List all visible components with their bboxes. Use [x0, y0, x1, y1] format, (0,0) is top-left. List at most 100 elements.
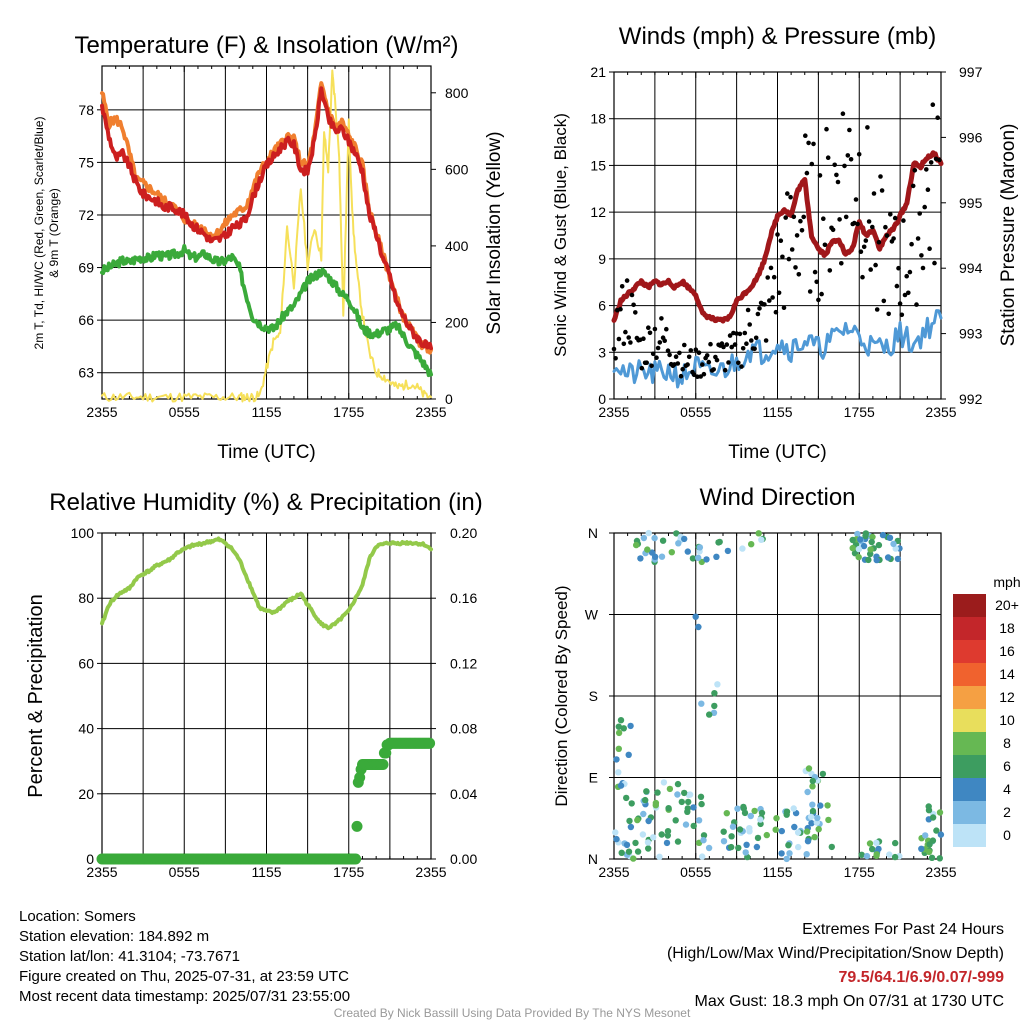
wind-direction-point — [805, 765, 813, 772]
gust-point — [927, 246, 932, 251]
gust-point — [737, 331, 743, 337]
gust-point — [708, 341, 713, 347]
gust-point — [736, 360, 741, 366]
wind-direction-point — [620, 725, 627, 732]
wind-direction-point — [682, 821, 690, 828]
wind-direction-point — [615, 729, 623, 737]
pressure-ytick-label: 995 — [959, 195, 983, 211]
wind-xtick-label: 2355 — [925, 404, 956, 420]
wind-direction-point — [804, 788, 811, 796]
wind-direction-point — [869, 533, 876, 541]
wind-direction-point — [623, 841, 631, 849]
gust-point — [616, 336, 622, 342]
wind-direction-point — [925, 848, 933, 855]
gust-point — [641, 336, 646, 342]
gust-point — [876, 239, 882, 245]
gust-point — [901, 218, 906, 223]
wind-direction-point — [824, 802, 831, 809]
gust-point — [860, 274, 865, 280]
gust-point — [646, 325, 651, 331]
gust-point — [729, 344, 734, 350]
temp-xtick-label: 2355 — [86, 404, 117, 420]
extremes-values: 79.5/64.1/6.9/0.07/-999 — [838, 969, 1004, 986]
wind-direction-point — [937, 831, 945, 838]
wind-direction-point — [860, 542, 868, 550]
wind-direction-point — [743, 841, 750, 848]
gust-point — [762, 302, 767, 307]
gust-point — [773, 309, 779, 315]
wind-direction-point — [728, 833, 735, 840]
gust-point — [768, 265, 774, 271]
gust-point — [811, 141, 816, 147]
gust-point — [930, 102, 936, 107]
gust-point — [924, 167, 929, 172]
pressure-ytick-label: 993 — [959, 326, 983, 342]
gust-point — [649, 363, 654, 369]
wind-direction-point — [698, 800, 705, 808]
gust-point — [798, 218, 803, 224]
wdir-ytick-label: N — [588, 851, 598, 867]
gust-point — [830, 227, 836, 233]
wind-direction-point — [706, 711, 713, 718]
colorbar-label: 10 — [999, 712, 1015, 728]
precip-ytick-label: 0.08 — [450, 721, 477, 737]
wind-direction-point — [668, 549, 675, 556]
gust-point — [675, 361, 681, 366]
wind-direction-point — [658, 831, 665, 838]
wind-direction-point — [867, 546, 874, 553]
wind-direction-point — [803, 828, 811, 835]
colorbar-swatch — [953, 755, 986, 778]
wind-direction-point — [803, 851, 810, 858]
wind-direction-point — [684, 808, 691, 815]
wind-xtick-label: 0555 — [680, 404, 711, 420]
wind-direction-point — [886, 534, 894, 541]
gust-point — [621, 341, 627, 347]
wind-direction-point — [666, 785, 674, 793]
wind-direction-point — [615, 723, 622, 730]
precip-point — [350, 853, 362, 865]
wind-direction-point — [697, 793, 705, 800]
gust-point — [786, 256, 792, 262]
wind-direction-point — [795, 843, 802, 851]
wind-direction-point — [817, 802, 824, 809]
gust-point — [753, 335, 759, 341]
gust-point — [803, 133, 808, 138]
gust-point — [906, 290, 911, 296]
gust-point — [644, 360, 649, 366]
wind-direction-point — [644, 839, 652, 846]
wind-direction-point — [627, 722, 634, 730]
wind-direction-point — [651, 553, 659, 560]
wind-direction-point — [674, 791, 681, 798]
gust-point — [868, 267, 873, 272]
wind-direction-point — [672, 817, 679, 824]
gust-point — [865, 125, 870, 130]
wind-direction-point — [751, 807, 758, 815]
gust-point — [673, 354, 679, 360]
gust-point — [789, 247, 795, 252]
gust-point — [791, 214, 797, 220]
wind-direction-point — [698, 700, 705, 707]
wind-direction-point — [754, 834, 762, 842]
gust-point — [778, 238, 784, 243]
gust-point — [686, 354, 692, 360]
wind-direction-point — [711, 702, 718, 710]
gust-point — [848, 157, 854, 162]
gust-point — [771, 274, 777, 280]
wind-ytick-label: 0 — [598, 391, 606, 407]
wind-direction-point — [640, 534, 648, 542]
wind-direction-point — [645, 817, 652, 825]
gust-point — [909, 241, 914, 247]
temp-ytick-label: 75 — [78, 154, 94, 170]
wind-direction-point — [748, 541, 755, 548]
wind-direction-point — [849, 544, 856, 552]
wind-direction-point — [632, 839, 639, 847]
gust-point — [732, 342, 738, 347]
wind-direction-point — [873, 839, 880, 846]
gust-point — [724, 342, 730, 347]
rh-ytick-label: 40 — [78, 721, 94, 737]
gust-point — [742, 330, 748, 336]
gust-point — [780, 254, 785, 260]
gust-point — [714, 357, 720, 363]
solar-ylabel: Solar Insolation (Yellow) — [484, 131, 505, 334]
precip-ytick-label: 0.00 — [450, 851, 477, 867]
